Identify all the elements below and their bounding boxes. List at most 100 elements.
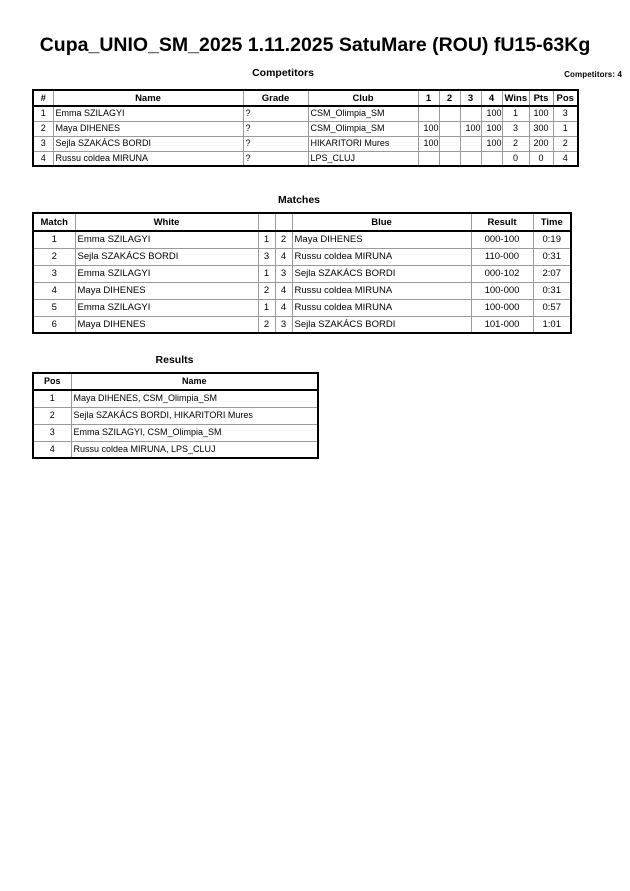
- col-header-pos: Pos: [32, 372, 72, 391]
- col-header-cross-3: 3: [459, 89, 482, 107]
- cell-result: 000-102: [470, 264, 534, 283]
- cell-blue-seed: 4: [274, 281, 293, 300]
- cell-wins: 1: [501, 105, 530, 122]
- competitors-header-row: # Name Grade Club 1 2 3 4 Wins Pts Pos: [32, 89, 579, 107]
- col-header-club: Club: [307, 89, 419, 107]
- cell-pts: 100: [528, 105, 554, 122]
- table-row: 4 Maya DIHENES 2 4 Russu coldea MIRUNA 1…: [32, 281, 572, 300]
- cell-white-seed: 1: [257, 230, 276, 249]
- cell-match-number: 2: [32, 247, 76, 266]
- cell-white-seed: 1: [257, 298, 276, 317]
- cell-white-seed: 2: [257, 281, 276, 300]
- cell-match-number: 5: [32, 298, 76, 317]
- cell-result: 100-000: [470, 298, 534, 317]
- cell-wins: 3: [501, 120, 530, 137]
- cell-white-name: Emma SZILAGYI: [74, 230, 259, 249]
- cell-name: Russu coldea MIRUNA: [52, 150, 244, 167]
- cell-cross-1: 100: [417, 120, 440, 137]
- cell-match-number: 1: [32, 230, 76, 249]
- matches-body: 1 Emma SZILAGYI 1 2 Maya DIHENES 000-100…: [32, 230, 572, 334]
- cell-cross-1: [417, 150, 440, 167]
- cell-result: 100-000: [470, 281, 534, 300]
- cell-blue-name: Russu coldea MIRUNA: [291, 281, 472, 300]
- cell-grade: ?: [242, 105, 309, 122]
- table-row: 6 Maya DIHENES 2 3 Sejla SZAKÁCS BORDI 1…: [32, 315, 572, 334]
- table-row: 1 Emma SZILAGYI ? CSM_Olimpia_SM 100 1 1…: [32, 105, 579, 122]
- cell-cross-2: [438, 135, 461, 152]
- cell-name: Sejla SZAKÁCS BORDI: [52, 135, 244, 152]
- cell-match-number: 3: [32, 264, 76, 283]
- table-row: 1 Maya DIHENES, CSM_Olimpia_SM: [32, 389, 319, 408]
- cell-name: Maya DIHENES: [52, 120, 244, 137]
- col-header-pos: Pos: [552, 89, 579, 107]
- cell-blue-seed: 2: [274, 230, 293, 249]
- cell-time: 0:19: [532, 230, 572, 249]
- cell-result: 101-000: [470, 315, 534, 334]
- table-row: 2 Sejla SZAKÁCS BORDI 3 4 Russu coldea M…: [32, 247, 572, 266]
- cell-name-club: Maya DIHENES, CSM_Olimpia_SM: [70, 389, 319, 408]
- col-header-cross-2: 2: [438, 89, 461, 107]
- cell-position: 2: [32, 406, 72, 425]
- cell-cross-2: [438, 150, 461, 167]
- col-header-white-seed: [257, 212, 276, 232]
- cell-position: 4: [32, 440, 72, 459]
- cell-number: 4: [32, 150, 54, 167]
- competitors-table: # Name Grade Club 1 2 3 4 Wins Pts Pos 1…: [32, 89, 579, 167]
- cell-number: 2: [32, 120, 54, 137]
- col-header-time: Time: [532, 212, 572, 232]
- cell-cross-4: [480, 150, 503, 167]
- col-header-number: #: [32, 89, 54, 107]
- col-header-white: White: [74, 212, 259, 232]
- col-header-grade: Grade: [242, 89, 309, 107]
- cell-white-name: Sejla SZAKÁCS BORDI: [74, 247, 259, 266]
- table-row: 5 Emma SZILAGYI 1 4 Russu coldea MIRUNA …: [32, 298, 572, 317]
- cell-white-name: Emma SZILAGYI: [74, 298, 259, 317]
- table-row: 4 Russu coldea MIRUNA, LPS_CLUJ: [32, 440, 319, 459]
- cell-match-number: 4: [32, 281, 76, 300]
- cell-blue-name: Russu coldea MIRUNA: [291, 247, 472, 266]
- cell-white-name: Maya DIHENES: [74, 281, 259, 300]
- cell-result: 000-100: [470, 230, 534, 249]
- matches-header-row: Match White Blue Result Time: [32, 212, 572, 232]
- cell-grade: ?: [242, 135, 309, 152]
- cell-pos: 3: [552, 105, 579, 122]
- table-row: 1 Emma SZILAGYI 1 2 Maya DIHENES 000-100…: [32, 230, 572, 249]
- cell-name: Emma SZILAGYI: [52, 105, 244, 122]
- col-header-result: Result: [470, 212, 534, 232]
- cell-club: CSM_Olimpia_SM: [307, 120, 419, 137]
- cell-blue-name: Sejla SZAKÁCS BORDI: [291, 264, 472, 283]
- cell-wins: 2: [501, 135, 530, 152]
- table-row: 3 Emma SZILAGYI, CSM_Olimpia_SM: [32, 423, 319, 442]
- results-header-row: Pos Name: [32, 372, 319, 391]
- cell-time: 2:07: [532, 264, 572, 283]
- page-title: Cupa_UNIO_SM_2025 1.11.2025 SatuMare (RO…: [39, 34, 591, 56]
- cell-cross-1: 100: [417, 135, 440, 152]
- table-row: 2 Maya DIHENES ? CSM_Olimpia_SM 100 100 …: [32, 120, 579, 137]
- col-header-name: Name: [52, 89, 244, 107]
- cell-number: 1: [32, 105, 54, 122]
- cell-club: LPS_CLUJ: [307, 150, 419, 167]
- competitors-count-label: Competitors: 4: [564, 70, 622, 79]
- col-header-blue: Blue: [291, 212, 472, 232]
- cell-position: 1: [32, 389, 72, 408]
- report-header: Cupa_UNIO_SM_2025 1.11.2025 SatuMare (RO…: [0, 34, 630, 56]
- cell-grade: ?: [242, 150, 309, 167]
- cell-white-name: Maya DIHENES: [74, 315, 259, 334]
- results-body: 1 Maya DIHENES, CSM_Olimpia_SM 2 Sejla S…: [32, 389, 319, 459]
- table-row: 3 Sejla SZAKÁCS BORDI ? HIKARITORI Mures…: [32, 135, 579, 152]
- col-header-name: Name: [70, 372, 319, 391]
- table-row: 3 Emma SZILAGYI 1 3 Sejla SZAKÁCS BORDI …: [32, 264, 572, 283]
- cell-pts: 300: [528, 120, 554, 137]
- cell-cross-2: [438, 105, 461, 122]
- cell-white-name: Emma SZILAGYI: [74, 264, 259, 283]
- col-header-cross-1: 1: [417, 89, 440, 107]
- cell-time: 0:57: [532, 298, 572, 317]
- cell-blue-seed: 3: [274, 264, 293, 283]
- competitors-section-caption: Competitors: [252, 67, 314, 79]
- cell-match-number: 6: [32, 315, 76, 334]
- cell-blue-seed: 4: [274, 247, 293, 266]
- table-row: 4 Russu coldea MIRUNA ? LPS_CLUJ 0 0 4: [32, 150, 579, 167]
- cell-cross-4: 100: [480, 105, 503, 122]
- cell-cross-3: [459, 135, 482, 152]
- cell-cross-4: 100: [480, 135, 503, 152]
